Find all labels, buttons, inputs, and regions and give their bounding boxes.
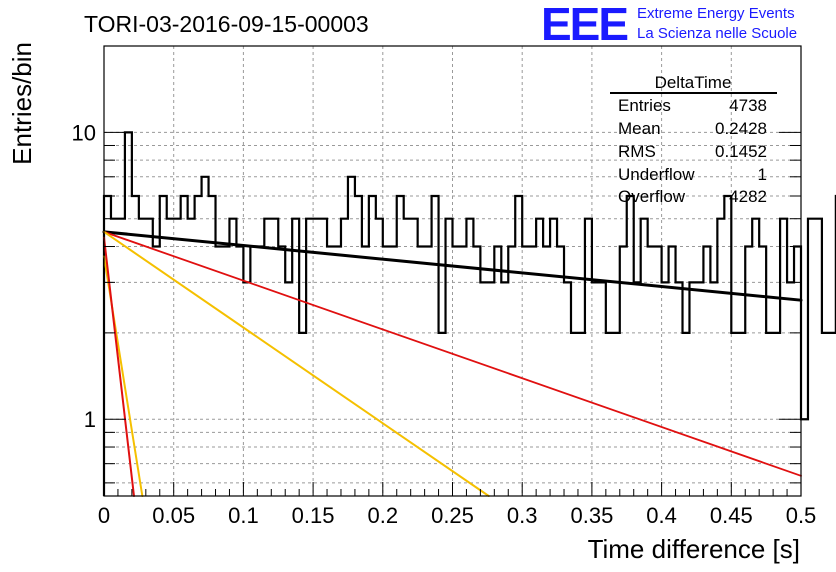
stats-box: DeltaTime Entries 4738 Mean 0.2428 RMS 0… bbox=[610, 73, 777, 206]
x-tick-label: 0.1 bbox=[228, 503, 259, 528]
eee-logo-line2: La Scienza nelle Scuole bbox=[637, 25, 797, 42]
fit-curve-1 bbox=[102, 230, 803, 302]
x-tick-label: 0.2 bbox=[368, 503, 399, 528]
x-tick-label: 0.45 bbox=[710, 503, 753, 528]
x-tick-label: 0.15 bbox=[292, 503, 335, 528]
plot-title: TORI-03-2016-09-15-00003 bbox=[84, 11, 369, 37]
y-axis-ticks: 1 10 bbox=[72, 45, 801, 484]
stats-overflow-value: 4282 bbox=[729, 187, 767, 206]
fit-curve-2 bbox=[103, 230, 802, 477]
x-tick-label: 0.4 bbox=[646, 503, 677, 528]
fit-curve-5 bbox=[103, 236, 135, 497]
stats-rms-label: RMS bbox=[618, 142, 656, 161]
eee-logo: EEE Extreme Energy Events La Scienza nel… bbox=[541, 0, 797, 50]
y-tick-label: 10 bbox=[72, 120, 96, 145]
stats-title: DeltaTime bbox=[655, 73, 732, 92]
y-tick-label: 1 bbox=[84, 407, 96, 432]
stats-underflow-value: 1 bbox=[758, 165, 767, 184]
x-tick-label: 0 bbox=[98, 503, 110, 528]
y-axis-label: Entries/bin bbox=[7, 42, 37, 165]
x-tick-label: 0.5 bbox=[786, 503, 817, 528]
stats-mean-label: Mean bbox=[618, 119, 661, 138]
stats-rms-value: 0.1452 bbox=[715, 142, 767, 161]
histogram-bars bbox=[102, 131, 836, 496]
eee-logo-mark: EEE bbox=[541, 0, 627, 50]
eee-logo-line1: Extreme Energy Events bbox=[637, 5, 795, 22]
stats-overflow-label: Overflow bbox=[618, 187, 686, 206]
fit-curves bbox=[102, 230, 803, 497]
stats-mean-value: 0.2428 bbox=[715, 119, 767, 138]
fit-curve-3 bbox=[103, 230, 490, 497]
x-axis-label: Time difference [s] bbox=[588, 534, 800, 564]
x-tick-label: 0.05 bbox=[152, 503, 195, 528]
x-tick-label: 0.25 bbox=[431, 503, 474, 528]
x-tick-label: 0.35 bbox=[570, 503, 613, 528]
x-axis-ticks: 0 0.05 0.1 0.15 0.2 0.25 0.3 0.35 0.4 0.45 0.5 bbox=[98, 482, 816, 528]
stats-entries-value: 4738 bbox=[729, 96, 767, 115]
histogram-step-line bbox=[102, 131, 836, 496]
x-tick-label: 0.3 bbox=[507, 503, 538, 528]
stats-entries-label: Entries bbox=[618, 96, 671, 115]
stats-underflow-label: Underflow bbox=[618, 165, 695, 184]
